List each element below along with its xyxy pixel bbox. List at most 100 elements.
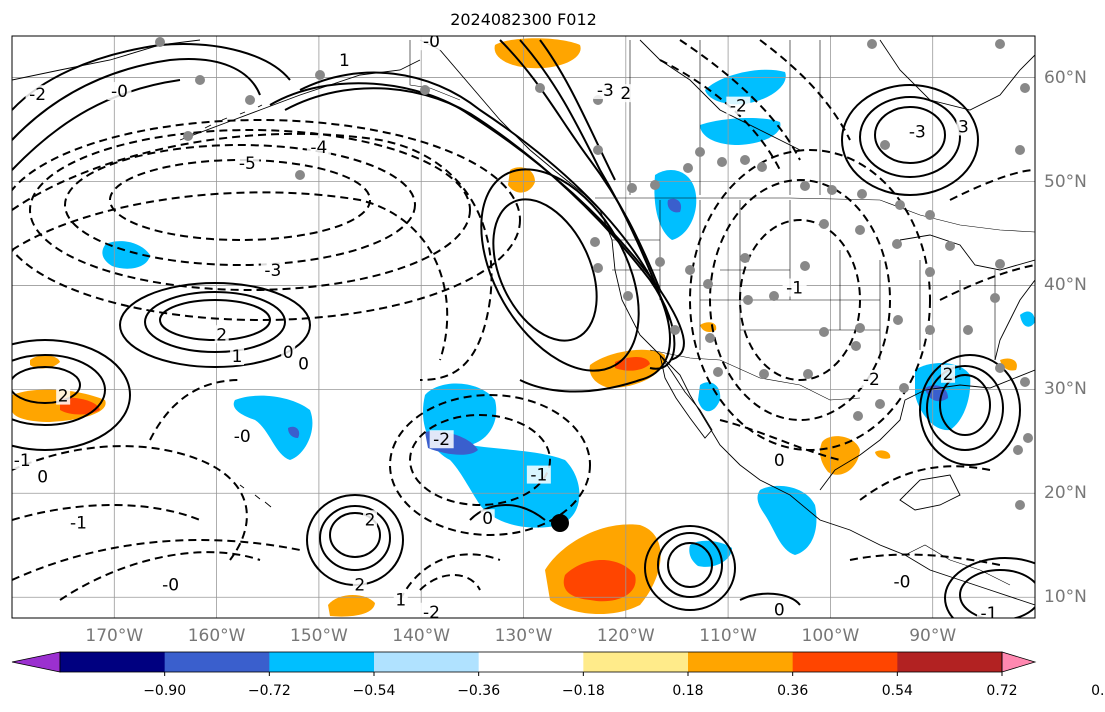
contour-label-bg: [890, 572, 915, 591]
contour-label: -2: [863, 370, 880, 390]
contour-label-bg: [429, 430, 454, 449]
anomaly-positive-bc: [508, 167, 535, 193]
alaska-border: [409, 40, 461, 101]
colorbar-tick-label: −0.36: [457, 683, 501, 699]
contour-label-bg: [56, 386, 71, 405]
contour-label-bg: [618, 84, 633, 103]
contour-label-bg: [66, 513, 91, 532]
contour-label: 2: [943, 365, 954, 385]
contour-label: -0: [162, 576, 179, 596]
anomaly-strong-east-pacific: [563, 560, 636, 602]
contour-label-bg: [260, 260, 285, 279]
contour-label: -2: [29, 85, 46, 105]
contour-label-bg: [230, 427, 255, 446]
hudson-bay: [879, 39, 1035, 111]
north-america-coast: [419, 39, 1035, 606]
contour-label: 2: [354, 576, 365, 596]
contour-label: 0: [283, 343, 294, 363]
contour-label-bg: [480, 509, 495, 528]
contour-label: -2: [730, 97, 747, 117]
contour-label-bg: [281, 342, 296, 361]
anomaly-negative-hawaii: [233, 395, 313, 460]
colorbar-tick-label: 0.72: [986, 683, 1018, 699]
colorbar-tick-label: 0.54: [881, 683, 913, 699]
contour-label: 0: [482, 509, 493, 529]
colorbar-tick-label: −0.72: [247, 683, 291, 699]
us-mexico-border: [649, 349, 861, 401]
contour-label: 3: [958, 117, 969, 137]
grid-lines: [12, 36, 1035, 618]
east-coast: [994, 279, 1035, 361]
colorbar-segment: [688, 652, 794, 672]
contour-label-bg: [941, 364, 956, 383]
contour-label-bg: [726, 96, 751, 115]
contour-label: 2: [58, 387, 69, 407]
contour-label-bg: [230, 347, 245, 366]
contour-label-bg: [393, 590, 408, 609]
contour-label: -1: [980, 604, 997, 624]
latitude-label: 60°N: [1044, 67, 1087, 88]
contour-label: 2: [365, 510, 376, 530]
colorbar-extend-high: [1001, 651, 1037, 673]
longitude-label: 160°W: [187, 626, 246, 646]
contour-label-bg: [526, 465, 551, 484]
colorbar-segment: [792, 652, 898, 672]
contour-label: -1: [14, 451, 31, 471]
contour-label-bg: [772, 600, 787, 618]
longitude-label: 150°W: [290, 626, 348, 646]
contour-label: -1: [530, 466, 547, 486]
colorbar-extend-low: [11, 651, 61, 673]
baja-peninsula: [659, 354, 713, 439]
colorbar-tick-label: −0.90: [143, 683, 187, 699]
plot-frame: [11, 35, 1036, 619]
contours-dashed: [12, 39, 1035, 601]
contour-label: -5: [239, 154, 256, 174]
contour-label: -3: [597, 81, 614, 101]
contour-label-bg: [214, 325, 229, 344]
yucatan: [899, 474, 961, 511]
contour-label: -2: [423, 603, 440, 623]
contour-label: 0: [37, 468, 48, 488]
colorbar-segment: [897, 652, 1003, 672]
longitude-label: 140°W: [392, 626, 451, 646]
high-central-pacific: [329, 512, 381, 558]
central-america: [904, 544, 1011, 586]
contour-label-bg: [363, 510, 378, 529]
contour-label: 1: [339, 51, 350, 71]
latitude-label: 20°N: [1044, 483, 1087, 504]
colorbar-segment: [374, 652, 480, 672]
colorbar-tick-label: 0.36: [777, 683, 809, 699]
latitude-label: 50°N: [1044, 171, 1087, 192]
longitude-label: 90°W: [909, 626, 957, 646]
anomaly-negative-central-pacific: [422, 383, 580, 528]
contour-label-bg: [235, 153, 260, 172]
latitude-label: 30°N: [1044, 379, 1087, 400]
contour-label-bg: [976, 603, 1001, 618]
station-markers: [155, 37, 1033, 510]
anomaly-strong-baja: [615, 356, 650, 371]
contour-label: -3: [264, 261, 281, 281]
high-hudson: [874, 106, 946, 164]
high-mexico-tropics: [667, 542, 713, 588]
colorbar-segment: [269, 652, 375, 672]
contour-label-bg: [337, 50, 352, 69]
high-dateline: [12, 366, 81, 404]
contour-label: 0: [298, 354, 309, 374]
low-central-pacific: [409, 414, 551, 506]
colorbar-segment: [164, 652, 270, 672]
colorbar-frame: [59, 651, 1003, 673]
contour-label-bg: [35, 467, 50, 486]
alaska-coast: [12, 39, 421, 141]
colorbar-segment: [583, 652, 689, 672]
map-title: 2024082300 F012: [450, 10, 597, 29]
contour-label-bg: [296, 354, 311, 373]
contour-label-bg: [419, 36, 444, 51]
colorbar-tick-label: 0.90: [1091, 683, 1105, 699]
colorbar-tick-label: 0.18: [672, 683, 704, 699]
contour-label: -3: [909, 123, 926, 143]
anomaly-negative-canada: [705, 69, 786, 105]
contour-label: 0: [774, 451, 785, 471]
contour-label: 2: [620, 84, 631, 104]
contour-label: 1: [232, 347, 243, 367]
